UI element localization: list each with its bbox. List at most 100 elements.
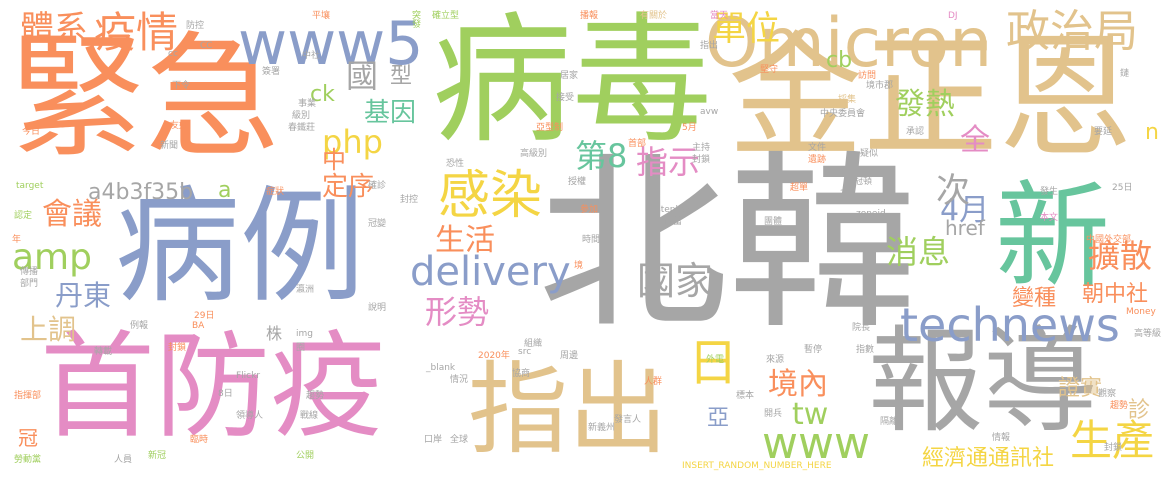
word: 當天: [710, 11, 729, 21]
word: 說明: [368, 303, 387, 313]
word: 開兵: [764, 409, 783, 419]
word: 人群: [644, 377, 663, 387]
word: 封控: [400, 195, 419, 205]
word: 播報: [580, 11, 599, 21]
word: 訪問: [858, 71, 877, 81]
word: 高級別: [520, 149, 548, 159]
word: BA: [192, 321, 205, 331]
word: 確診: [368, 181, 387, 191]
word: 組織: [524, 339, 543, 349]
word: 承認: [906, 127, 925, 137]
word: 堅守: [760, 65, 779, 75]
word: 緊急: [10, 19, 280, 176]
word: 口岸: [424, 435, 443, 445]
word: 防控: [186, 21, 205, 31]
word: 公開: [296, 451, 315, 461]
word: target: [16, 181, 44, 191]
word: 突發: [410, 10, 420, 28]
word: 採集: [838, 95, 857, 105]
word: 春鐵莊: [288, 123, 316, 133]
word: Omicron: [705, 4, 993, 83]
word: technews: [900, 298, 1120, 352]
word: 確立型: [432, 11, 460, 21]
word: 居家: [560, 71, 579, 81]
word: 傳播: [20, 267, 39, 277]
word: src: [518, 347, 532, 357]
word: 冠: [18, 426, 38, 450]
word: 指出: [700, 41, 719, 51]
word: INSERT_RANDOM_NUMBER_HERE: [682, 461, 832, 471]
word: 第8: [575, 137, 628, 175]
word: 封鎖: [1104, 443, 1123, 453]
word: 發言人: [614, 415, 642, 425]
word: 消息: [886, 233, 951, 271]
word: 單位: [712, 9, 780, 49]
word: stephan: [656, 205, 693, 215]
word: 下令: [172, 81, 191, 91]
word: 高等級: [1134, 329, 1162, 339]
word: img: [296, 329, 313, 339]
word: 中社: [302, 51, 321, 61]
word: 定序: [322, 172, 375, 202]
word: 主持: [692, 143, 711, 153]
word: 新聞: [160, 141, 179, 151]
word: 金正恩: [728, 19, 1133, 176]
word: www: [762, 418, 870, 469]
word: 全球: [450, 435, 469, 445]
word: 趨勢: [306, 391, 325, 401]
word: 時間: [582, 235, 601, 245]
word: 隔離: [880, 417, 899, 427]
word: 變種: [1012, 286, 1057, 311]
word: a: [218, 178, 232, 203]
word: 團體: [764, 217, 783, 227]
word: tw: [792, 397, 829, 432]
word: 政治局: [1006, 6, 1138, 57]
word: 平壤: [312, 11, 331, 21]
word: 次: [936, 171, 970, 211]
word: 29日: [194, 311, 215, 321]
word: 今日: [22, 127, 41, 137]
word: 協商: [512, 369, 531, 379]
word: 恐性: [446, 159, 465, 169]
word: 鏈: [1120, 69, 1130, 79]
word: 會議: [42, 197, 102, 232]
word: 指揮部: [14, 391, 42, 401]
word: 級別: [292, 111, 311, 121]
word: 日: [688, 334, 738, 392]
word: 接受: [556, 93, 575, 103]
word: 暫停: [804, 345, 823, 355]
word: delivery: [410, 249, 571, 295]
word: 生產: [1070, 416, 1155, 465]
word: Money: [1126, 307, 1156, 317]
word: a4b3f35b: [88, 180, 194, 205]
word: 朝中社: [1082, 282, 1149, 307]
word: 指示: [636, 143, 701, 181]
word: 境市郡: [866, 81, 894, 91]
word: 要延: [1094, 127, 1113, 137]
word: 指數: [856, 345, 875, 355]
word: 中: [322, 146, 346, 174]
word: 證實: [1058, 376, 1103, 401]
word: 事業: [298, 99, 317, 109]
word: Flickr: [236, 371, 261, 381]
word: 勞動黨: [14, 455, 42, 465]
word: 標本: [736, 391, 755, 401]
word: 超單: [790, 183, 809, 193]
word: 新義州: [588, 423, 616, 433]
word: avw: [700, 107, 719, 117]
word: 冠頓: [854, 177, 873, 187]
word: www5: [238, 9, 424, 79]
word: 戰線: [300, 411, 319, 421]
word: 病毒: [432, 0, 713, 163]
word: amp: [12, 237, 92, 278]
word: 2月: [840, 189, 855, 199]
word: n: [1145, 120, 1159, 145]
word: 周邊: [560, 351, 579, 361]
word: 部門: [20, 279, 39, 289]
word: 指出: [468, 351, 668, 468]
word: 首防疫: [40, 320, 386, 454]
word: 授權: [568, 177, 587, 187]
word: ck: [310, 82, 335, 107]
word: 簽署: [262, 67, 281, 77]
